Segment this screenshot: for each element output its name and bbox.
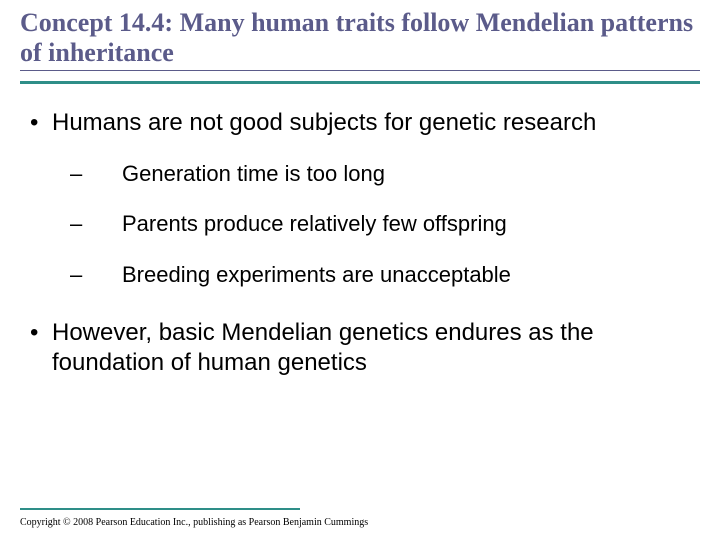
sub-bullet-list: – Generation time is too long – Parents pr…: [70, 160, 690, 290]
footer-accent-rule: [20, 508, 300, 510]
bullet-marker-dash-icon: –: [70, 261, 92, 290]
bullet-level2: – Parents produce relatively few offsprin…: [70, 210, 690, 239]
bullet-marker-dot-icon: •: [30, 318, 52, 348]
bullet-text: However, basic Mendelian genetics endure…: [52, 319, 594, 376]
bullet-marker-dash-icon: –: [70, 210, 92, 239]
content-area: •Humans are not good subjects for geneti…: [0, 84, 720, 378]
bullet-level1: •Humans are not good subjects for geneti…: [30, 108, 690, 138]
bullet-marker-dot-icon: •: [30, 108, 52, 138]
slide-title: Concept 14.4: Many human traits follow M…: [20, 8, 700, 71]
bullet-text: Generation time is too long: [122, 161, 385, 186]
bullet-marker-dash-icon: –: [70, 160, 92, 189]
bullet-text: Humans are not good subjects for genetic…: [52, 109, 596, 136]
bullet-level2: – Breeding experiments are unacceptable: [70, 261, 690, 290]
copyright-text: Copyright © 2008 Pearson Education Inc.,…: [20, 517, 368, 528]
bullet-level1: •However, basic Mendelian genetics endur…: [30, 318, 690, 378]
title-block: Concept 14.4: Many human traits follow M…: [0, 0, 720, 75]
bullet-text: Breeding experiments are unacceptable: [122, 262, 511, 287]
bullet-level2: – Generation time is too long: [70, 160, 690, 189]
bullet-text: Parents produce relatively few offspring: [122, 211, 507, 236]
